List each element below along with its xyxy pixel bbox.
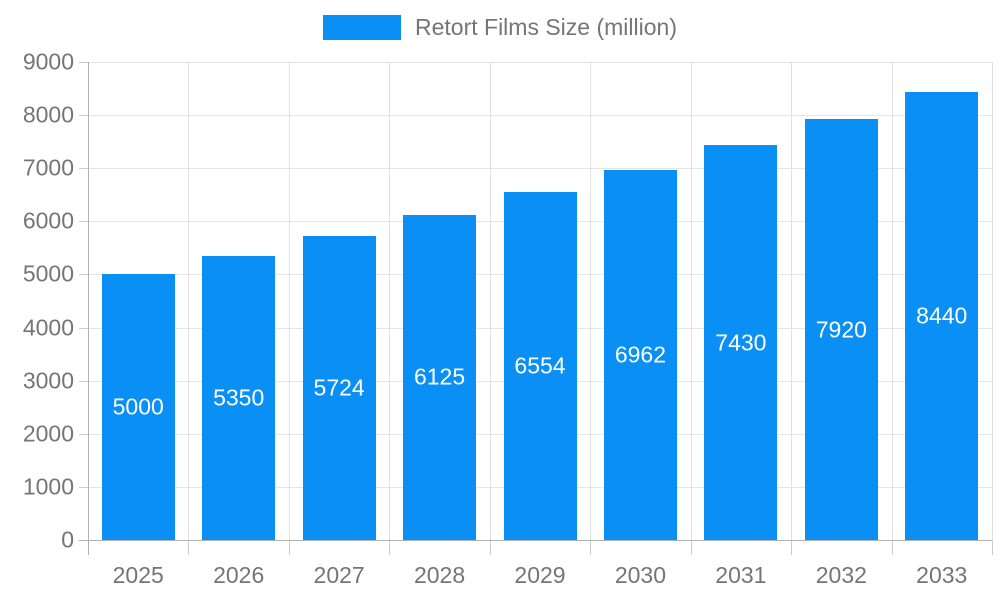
x-tick-label: 2026 xyxy=(213,562,265,588)
y-tick-label: 1000 xyxy=(22,473,74,500)
v-gridline xyxy=(489,62,491,540)
x-axis-tick xyxy=(690,540,692,555)
bar-value-label: 6554 xyxy=(514,352,566,379)
legend-swatch xyxy=(323,15,401,40)
y-tick-label: 0 xyxy=(61,526,74,553)
x-axis-tick xyxy=(389,540,391,555)
y-axis-tick xyxy=(79,168,88,170)
bar[interactable] xyxy=(202,255,276,540)
y-axis-tick xyxy=(79,274,88,276)
y-tick-label: 2000 xyxy=(22,420,74,447)
v-gridline xyxy=(590,62,592,540)
x-tick-label: 2030 xyxy=(614,562,667,588)
x-axis-tick xyxy=(992,540,993,555)
bar-value-label: 7430 xyxy=(715,329,767,356)
h-gridline xyxy=(88,115,992,117)
y-tick-label: 5000 xyxy=(22,260,74,287)
legend-label: Retort Films Size (million) xyxy=(415,14,677,40)
v-gridline xyxy=(188,62,190,540)
y-axis-tick xyxy=(79,221,88,223)
x-tick-label: 2031 xyxy=(715,562,767,588)
v-gridline xyxy=(690,62,692,540)
v-gridline xyxy=(288,62,290,540)
y-axis-tick xyxy=(79,486,88,488)
y-axis-tick xyxy=(79,115,88,117)
y-tick-label: 6000 xyxy=(22,207,74,234)
bar-value-label: 8440 xyxy=(916,302,968,329)
y-tick-label: 3000 xyxy=(22,367,74,394)
bar[interactable] xyxy=(503,191,577,540)
x-axis-tick xyxy=(489,540,491,555)
v-gridline xyxy=(992,62,993,540)
x-tick-label: 2029 xyxy=(514,562,566,588)
y-tick-label: 9000 xyxy=(22,48,74,75)
bar[interactable] xyxy=(905,91,979,540)
x-tick-label: 2028 xyxy=(413,562,466,588)
x-axis-tick xyxy=(891,540,893,555)
x-axis-baseline xyxy=(79,540,992,541)
bar[interactable] xyxy=(302,235,376,540)
h-gridline xyxy=(88,168,992,170)
y-axis-tick xyxy=(79,380,88,382)
y-axis-tick xyxy=(79,327,88,329)
x-axis-tick xyxy=(791,540,793,555)
bar[interactable] xyxy=(704,145,778,540)
bar-value-label: 7920 xyxy=(815,316,867,343)
x-tick-label: 2025 xyxy=(112,562,164,588)
x-axis-tick xyxy=(188,540,190,555)
x-tick-label: 2033 xyxy=(916,562,968,588)
bar-value-label: 5000 xyxy=(112,393,164,420)
y-tick-label: 4000 xyxy=(22,314,74,341)
bar[interactable] xyxy=(101,274,175,540)
chart-legend: Retort Films Size (million) xyxy=(0,14,1000,41)
x-axis-tick xyxy=(590,540,592,555)
y-axis-tick xyxy=(79,62,88,63)
v-gridline xyxy=(891,62,893,540)
v-gridline xyxy=(389,62,391,540)
bar[interactable] xyxy=(603,170,677,540)
x-axis-tick xyxy=(288,540,290,555)
bar-value-label: 6125 xyxy=(413,363,466,390)
bar[interactable] xyxy=(403,214,477,540)
y-tick-label: 8000 xyxy=(22,101,74,128)
h-gridline xyxy=(88,62,992,63)
y-tick-label: 7000 xyxy=(22,154,74,181)
x-tick-label: 2027 xyxy=(313,562,365,588)
bar-value-label: 6962 xyxy=(614,341,667,368)
y-axis-tick xyxy=(79,433,88,435)
bar-value-label: 5724 xyxy=(313,374,365,401)
y-axis-line xyxy=(88,62,89,555)
bar[interactable] xyxy=(804,119,878,540)
x-tick-label: 2032 xyxy=(815,562,867,588)
v-gridline xyxy=(791,62,793,540)
bar-value-label: 5350 xyxy=(213,384,265,411)
